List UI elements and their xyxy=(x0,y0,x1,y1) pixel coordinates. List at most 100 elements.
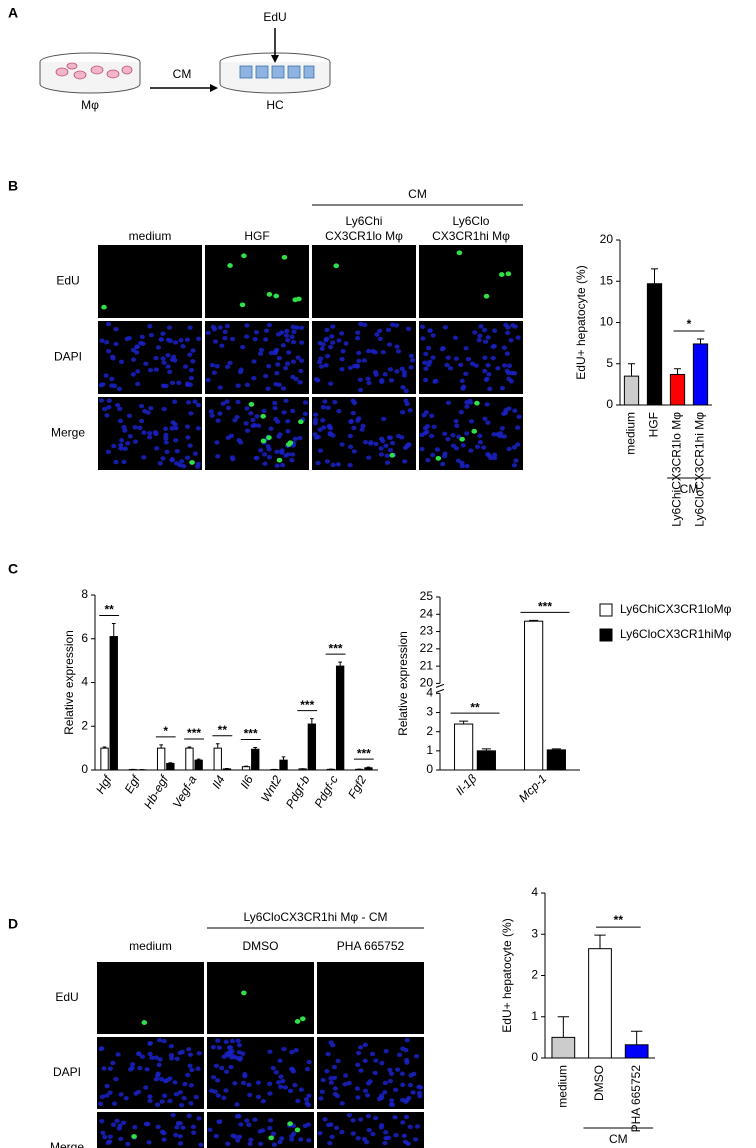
nucleus xyxy=(405,1141,411,1146)
nucleus xyxy=(460,443,466,448)
nucleus xyxy=(191,1130,197,1135)
nucleus xyxy=(109,376,115,382)
nucleus xyxy=(215,454,221,459)
nucleus xyxy=(106,405,112,410)
edu-nucleus xyxy=(281,254,288,260)
nucleus xyxy=(163,440,169,445)
nucleus xyxy=(177,1141,184,1146)
nucleus xyxy=(143,361,149,366)
nucleus xyxy=(279,462,286,468)
nucleus xyxy=(138,418,145,424)
y-tick-label: 2 xyxy=(426,724,433,738)
nucleus xyxy=(317,448,324,453)
nucleus xyxy=(253,455,259,461)
row-label: DAPI xyxy=(54,350,82,364)
nucleus xyxy=(487,386,493,392)
nucleus xyxy=(491,343,497,349)
bar xyxy=(454,723,474,771)
nucleus xyxy=(379,1060,385,1066)
bar xyxy=(588,948,612,1059)
nucleus xyxy=(404,401,410,407)
edu-nucleus xyxy=(456,250,463,256)
nucleus xyxy=(165,353,171,358)
nucleus xyxy=(430,355,436,360)
group-label: CM xyxy=(408,187,427,201)
nucleus xyxy=(256,423,262,428)
nucleus xyxy=(450,443,457,448)
y-tick-label: 1 xyxy=(531,1009,538,1023)
legend-swatch xyxy=(599,603,613,617)
nucleus xyxy=(276,356,282,361)
nucleus xyxy=(149,1055,155,1061)
nucleus xyxy=(247,1141,253,1146)
error-bar xyxy=(196,758,201,761)
nucleus xyxy=(424,424,431,429)
nucleus xyxy=(329,1134,335,1140)
x-tick-label: Pdgf-b xyxy=(283,773,313,811)
nucleus xyxy=(185,435,191,440)
nucleus xyxy=(135,381,141,387)
nucleus xyxy=(495,366,501,371)
nucleus xyxy=(132,425,138,430)
nucleus xyxy=(168,1044,174,1049)
nucleus xyxy=(125,441,131,446)
nucleus xyxy=(332,1091,338,1097)
nucleus xyxy=(225,364,231,370)
nucleus xyxy=(160,331,166,336)
nucleus xyxy=(265,444,271,449)
nucleus xyxy=(372,370,379,375)
nucleus xyxy=(360,423,366,429)
nucleus xyxy=(173,1092,179,1097)
nucleus xyxy=(106,349,112,354)
nucleus xyxy=(483,339,489,344)
nucleus xyxy=(173,438,179,443)
nucleus xyxy=(459,378,465,384)
nucleus xyxy=(343,1073,349,1078)
nucleus xyxy=(293,1048,299,1053)
nucleus xyxy=(154,1102,161,1107)
nucleus xyxy=(232,1134,238,1139)
nucleus xyxy=(357,377,363,382)
nucleus xyxy=(464,431,470,436)
nucleus xyxy=(153,1077,159,1082)
nucleus xyxy=(258,1141,264,1147)
nucleus xyxy=(298,1087,304,1092)
edu-nucleus xyxy=(333,263,340,269)
edu-nucleus xyxy=(483,293,490,299)
nucleus xyxy=(356,1050,362,1056)
y-axis-label: EdU+ hepatocyte (%) xyxy=(500,918,514,1032)
nucleus xyxy=(440,461,446,467)
nucleus xyxy=(387,1078,393,1084)
nucleus xyxy=(295,1098,301,1104)
nucleus xyxy=(237,1134,243,1140)
nucleus xyxy=(174,448,180,454)
nucleus xyxy=(137,425,143,431)
nucleus xyxy=(190,1124,197,1129)
nucleus xyxy=(184,424,191,429)
nucleus xyxy=(380,350,386,355)
bar xyxy=(623,375,640,406)
nucleus xyxy=(355,1062,361,1068)
nucleus xyxy=(291,339,297,345)
nucleus xyxy=(403,388,409,394)
nucleus xyxy=(165,337,171,343)
nucleus xyxy=(224,323,231,329)
nucleus xyxy=(122,446,128,451)
nucleus xyxy=(116,1126,122,1131)
nucleus xyxy=(302,400,309,405)
nucleus xyxy=(117,406,123,412)
nucleus xyxy=(275,419,281,424)
nucleus xyxy=(221,1095,227,1101)
nucleus xyxy=(481,445,487,450)
nucleus xyxy=(388,378,395,383)
nucleus xyxy=(322,399,328,404)
nucleus xyxy=(196,336,202,341)
nucleus xyxy=(387,435,394,440)
nucleus xyxy=(461,384,467,389)
nucleus xyxy=(227,360,233,366)
nucleus xyxy=(426,362,432,368)
nucleus xyxy=(215,1093,221,1098)
edu-nucleus xyxy=(268,1135,274,1141)
nucleus xyxy=(282,1085,289,1090)
nucleus xyxy=(102,406,108,412)
